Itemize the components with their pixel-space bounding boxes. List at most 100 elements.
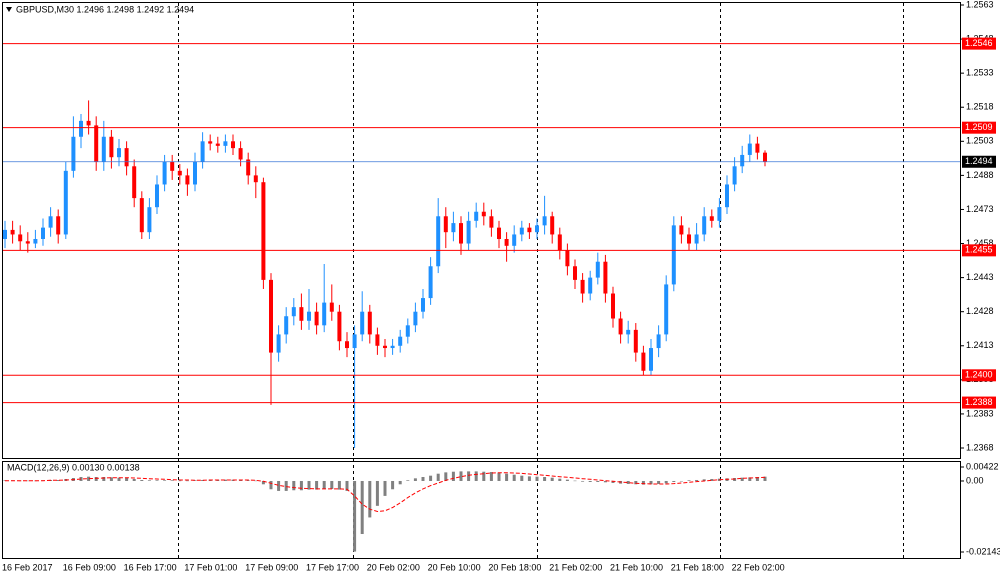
candle-body [573,266,577,280]
x-tick-label: 17 Feb 17:00 [306,562,359,572]
macd-bar [261,480,265,485]
macd-bar [467,471,471,481]
y-tick-label: 1.2383 [966,408,994,418]
macd-bar [497,472,501,481]
macd-bar [391,480,395,490]
candle-body [679,225,684,235]
level-label-bg [962,121,996,134]
macd-bar [315,480,319,490]
candle-body [763,152,767,162]
candle-body [253,175,258,183]
candle-body [177,170,182,176]
macd-bar [254,480,258,482]
candle-body [337,311,342,342]
macd-bar [702,479,706,481]
candle-body [421,298,425,312]
candle-body [398,336,403,346]
macd-bar [406,480,410,481]
macd-bar [223,479,227,481]
macd-bar [170,480,174,481]
macd-bar [527,476,531,481]
macd-bar [740,477,744,481]
macd-bar [588,480,592,482]
candle-body [284,316,289,335]
candle-body [352,334,357,349]
level-label: 1.2546 [965,38,993,48]
macd-bar [543,477,547,481]
macd-bar [436,473,440,481]
candle-body [664,284,669,335]
macd-bar [360,480,364,535]
macd-bar [649,480,653,485]
y-tick-label: 1.2533 [966,68,994,78]
macd-bar [345,480,349,491]
candle-body [702,216,707,235]
y-tick-label: 1.2413 [966,340,994,350]
candle-body [208,141,213,144]
candle-body [33,238,38,244]
macd-bar [512,474,516,481]
candle-body [345,341,349,349]
candle-body [595,261,600,278]
macd-panel [2,461,961,559]
candle-body [132,166,137,199]
candle-body [71,136,76,171]
candle-body [671,225,676,285]
macd-bar [634,480,638,485]
macd-bar [109,477,113,481]
macd-y-tick-label: 0.00422 [966,461,999,471]
candle-body [618,318,623,335]
candle-body [360,311,365,335]
macd-bar [763,476,767,481]
macd-bar [277,480,281,491]
candle-body [550,216,555,235]
candle-body [709,216,714,221]
macd-bar [337,480,341,490]
macd-bar [565,479,569,481]
macd-bar [201,479,205,481]
candle-body [155,184,159,208]
candle-body [162,161,167,185]
macd-bar [398,480,402,485]
current-price-bg [962,155,996,168]
candle-body [687,234,691,244]
macd-bar [322,480,326,489]
macd-bar [482,471,486,481]
candle-body [504,238,509,246]
candle-body [535,225,539,233]
macd-bar [140,479,144,481]
candle-body [740,154,745,167]
y-tick-label: 1.2443 [966,272,994,282]
candle-body [139,198,144,233]
candle-body [588,277,593,294]
x-tick-label: 16 Feb 2017 [2,562,53,572]
candle-body [367,311,372,335]
candle-body [56,216,61,235]
candle-body [512,234,517,246]
candle-body [261,182,266,280]
y-tick-label: 1.2458 [966,238,994,248]
macd-bar [117,477,121,481]
macd-title: MACD(12,26,9) 0.00130 0.00138 [7,462,140,472]
candle-body [269,279,273,353]
macd-bar [307,480,311,490]
macd-bar [147,480,151,481]
x-tick-label: 20 Feb 02:00 [367,562,420,572]
candle-body [732,166,737,185]
candle-body [527,227,532,233]
candle-body [390,345,395,349]
x-tick-label: 16 Feb 17:00 [124,562,177,572]
y-tick-label: 1.2488 [966,170,994,180]
macd-bar [94,477,98,481]
macd-bar [421,477,425,481]
x-tick-label: 17 Feb 09:00 [245,562,298,572]
macd-y-tick-label: -0.02143 [966,546,1000,556]
macd-bar [603,480,607,483]
macd-bar [375,480,379,506]
candle-body [557,234,562,251]
macd-bar [657,480,661,484]
macd-bar [626,480,630,484]
candle-body [185,175,190,185]
candle-body [86,120,91,126]
